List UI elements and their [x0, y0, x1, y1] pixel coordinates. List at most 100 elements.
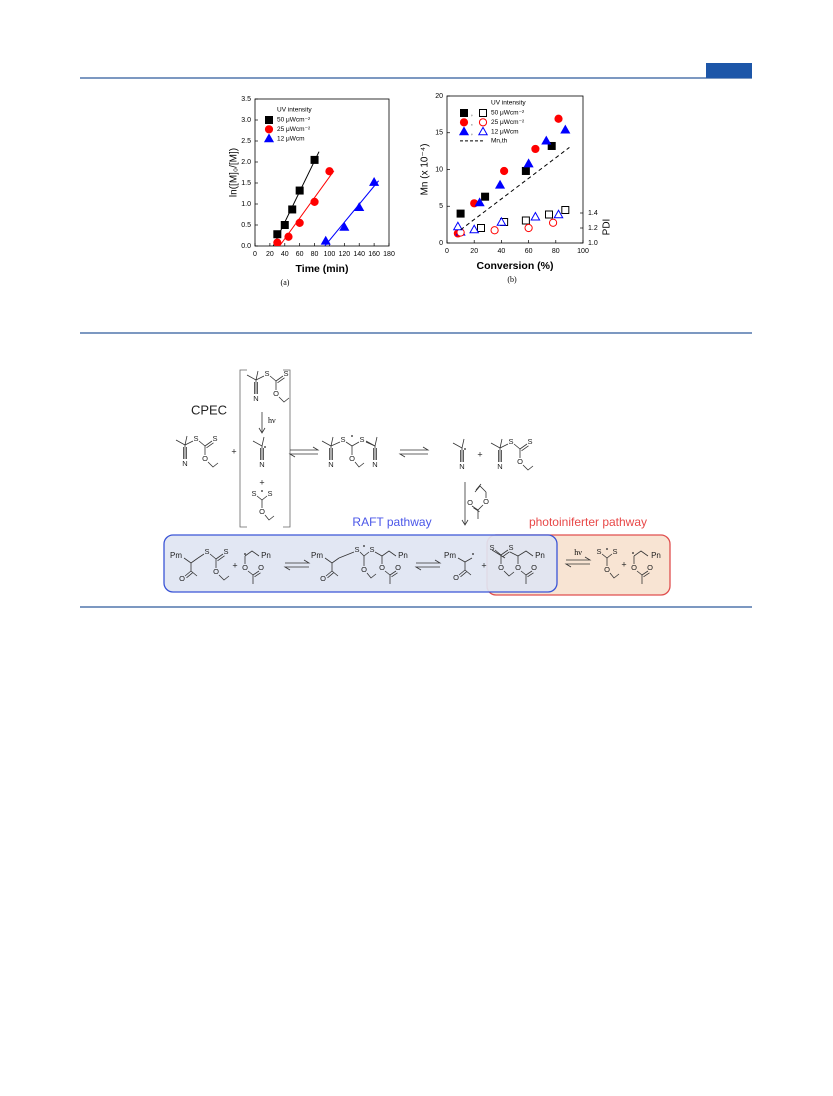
- bond: [374, 550, 397, 557]
- atom-label: O: [517, 457, 523, 466]
- atom-label: Pn: [535, 551, 545, 560]
- legend-label: 12 μWcm: [277, 135, 305, 142]
- atom-label: S: [508, 543, 513, 552]
- y-tick-label: 1.5: [241, 180, 251, 187]
- atom-label: S: [508, 437, 513, 446]
- x-tick-label: 180: [383, 251, 395, 258]
- point: [500, 166, 509, 176]
- bond: [509, 550, 534, 557]
- bond: [471, 505, 479, 511]
- bond: [500, 549, 509, 556]
- y-tick-label: 3.5: [241, 96, 251, 103]
- atom-label: O: [453, 573, 459, 582]
- bond: [252, 570, 260, 576]
- bond: [330, 441, 341, 447]
- point: [325, 167, 334, 176]
- bond: [522, 464, 534, 471]
- legend-label: 50 μWcm⁻²: [277, 117, 311, 124]
- bond: [254, 572, 261, 578]
- atom-label: +: [259, 477, 264, 487]
- y2-tick-label: 1.4: [588, 210, 598, 217]
- point: [479, 109, 487, 117]
- point: [545, 210, 553, 219]
- pathway-label: RAFT pathway: [352, 515, 431, 529]
- atom-label: Pm: [311, 551, 323, 560]
- bond: [461, 519, 469, 526]
- legend-joiner: ,: [471, 129, 473, 136]
- bond: [244, 550, 260, 557]
- hv-label: hν: [268, 416, 276, 425]
- atom-label: S: [359, 435, 364, 444]
- atom-label: N: [459, 462, 464, 471]
- point: [478, 118, 488, 127]
- point: [553, 209, 564, 219]
- raft-box: [163, 534, 558, 593]
- bond: [491, 549, 506, 559]
- x-tick-label: 100: [324, 251, 336, 258]
- atom-label: O: [395, 563, 401, 572]
- point: [560, 124, 571, 134]
- atom-label: O: [647, 563, 653, 572]
- x-tick-label: 40: [281, 251, 289, 258]
- x-tick-label: 60: [525, 248, 533, 255]
- bond: [204, 440, 213, 447]
- x-tick-label: 40: [498, 248, 506, 255]
- bond: [521, 445, 529, 452]
- point: [490, 226, 499, 235]
- point: [339, 221, 350, 231]
- legend-joiner: ,: [471, 111, 473, 118]
- x-tick-label: 120: [338, 251, 350, 258]
- atom-label: O: [531, 563, 537, 572]
- bond: [209, 553, 217, 560]
- atom-label: +: [621, 559, 626, 569]
- x-axis-label: Time (min): [296, 263, 349, 275]
- bond: [384, 570, 391, 576]
- atom-label: O: [631, 563, 637, 572]
- bond: [269, 375, 277, 382]
- bond: [283, 566, 309, 571]
- bond: [416, 559, 442, 564]
- point: [561, 206, 570, 214]
- point: [548, 218, 558, 227]
- point: [288, 205, 297, 214]
- x-tick-label: 0: [445, 248, 449, 255]
- radical-dot: [632, 552, 634, 554]
- trendline: [324, 180, 379, 246]
- bond: [633, 550, 649, 557]
- atom-label: +: [231, 446, 236, 456]
- legend-label: 12 μWcm: [491, 128, 519, 135]
- atom-label: O: [179, 574, 185, 583]
- bond: [217, 555, 225, 562]
- radical-dot: [464, 448, 466, 450]
- y-tick-label: 2.5: [241, 138, 251, 145]
- bond: [502, 551, 510, 558]
- atom-label: S: [193, 434, 198, 443]
- atom-label: N: [253, 394, 258, 403]
- legend-joiner: ,: [471, 120, 473, 127]
- radical-dot: [261, 490, 263, 492]
- plot-frame: [254, 98, 390, 247]
- atom-label: O: [604, 565, 610, 574]
- point: [320, 235, 331, 245]
- bond: [255, 375, 265, 381]
- atom-label: O: [467, 498, 473, 507]
- bond: [513, 443, 521, 450]
- atom-label: S: [283, 369, 288, 378]
- bond: [184, 440, 194, 446]
- atom-label: S: [489, 543, 494, 552]
- bond: [473, 507, 480, 513]
- point: [458, 126, 470, 136]
- bond: [338, 551, 355, 559]
- bond: [275, 375, 284, 382]
- point: [265, 116, 273, 124]
- point: [477, 126, 489, 136]
- point: [541, 135, 552, 145]
- point: [273, 230, 282, 239]
- bond: [288, 453, 318, 458]
- atom-label: O: [379, 563, 385, 572]
- atom-label: S: [223, 547, 228, 556]
- data-layer: [452, 114, 571, 238]
- legend-label: 25 μWcm⁻²: [491, 119, 525, 126]
- bond: [207, 461, 219, 468]
- y-tick-label: 0: [439, 240, 443, 247]
